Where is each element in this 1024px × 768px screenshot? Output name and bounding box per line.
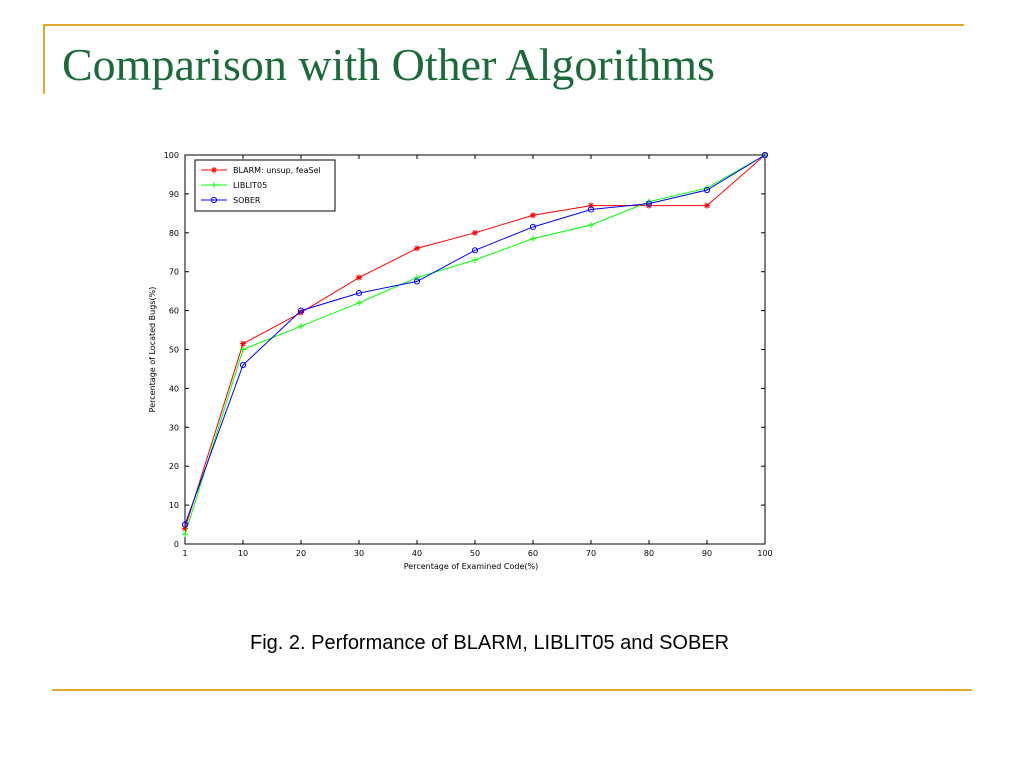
- legend-sober-label: SOBER: [233, 196, 261, 205]
- series-blarm-point: [530, 212, 536, 219]
- series-blarm-point: [240, 340, 246, 347]
- series-blarm-point: [588, 202, 594, 209]
- x-tick-label: 20: [296, 549, 306, 558]
- series-sober-point: [587, 206, 595, 213]
- series-sober-point: [355, 289, 363, 297]
- chart-container: 0 10 20 30 40 50 60 70 80 90 100 1 10 20 30 40 50 60 70 80 9…: [140, 145, 790, 580]
- series-liblit05-point: [298, 323, 304, 330]
- x-tick-label: 40: [412, 549, 422, 558]
- series-sober-point: [529, 223, 537, 231]
- y-tick-label: 20: [169, 462, 179, 471]
- series-blarm-point: [182, 525, 188, 532]
- series-blarm-point: [704, 202, 710, 209]
- x-tick-label: 30: [354, 549, 364, 558]
- x-axis-label: Percentage of Examined Code(%): [404, 562, 538, 571]
- y-tick-label: 0: [174, 540, 179, 549]
- slide-title: Comparison with Other Algorithms: [62, 39, 715, 90]
- series-sober-point: [645, 200, 653, 207]
- x-tick-label: 90: [702, 549, 712, 558]
- legend-blarm-label: BLARM: unsup, feaSel: [233, 166, 321, 175]
- legend-sober-point: [210, 196, 218, 204]
- y-axis-label: Percentage of Located Bugs(%): [148, 287, 157, 413]
- series-blarm-point: [356, 274, 362, 281]
- legend-liblit05-point: [211, 182, 217, 188]
- series-liblit05-point: [414, 274, 420, 281]
- x-tick-label: 80: [644, 549, 654, 558]
- plot-area: [184, 154, 766, 545]
- top-accent-line: [43, 24, 964, 26]
- series-liblit05-point: [356, 299, 362, 306]
- series-sober-point: [471, 247, 479, 254]
- series-liblit05-point: [530, 235, 536, 242]
- x-tick-label: 10: [238, 549, 248, 558]
- series-liblit05-point: [182, 531, 188, 538]
- series-sober-line: [184, 154, 766, 525]
- series-sober-point: [239, 361, 247, 369]
- series-liblit05-point: [588, 222, 594, 229]
- series-liblit05-point: [240, 346, 246, 353]
- legend-liblit05-label: LIBLIT05: [233, 181, 267, 190]
- series-sober-point: [297, 307, 305, 314]
- figure-caption: Fig. 2. Performance of BLARM, LIBLIT05 a…: [250, 632, 730, 654]
- y-tick-label: 30: [169, 423, 179, 432]
- series-blarm-point: [646, 202, 652, 209]
- series-blarm-point: [472, 229, 478, 236]
- series-liblit05-point: [472, 257, 478, 264]
- x-tick-label: 60: [528, 549, 538, 558]
- series-sober-point: [413, 278, 421, 285]
- y-tick-label: 100: [164, 151, 179, 160]
- y-tick-label: 40: [169, 384, 179, 393]
- series-sober-point: [703, 186, 711, 194]
- x-tick-label: 1: [182, 549, 187, 558]
- x-tick-label: 100: [757, 549, 772, 558]
- legend-blarm-point: [211, 167, 217, 173]
- y-tick-label: 90: [169, 190, 179, 199]
- left-accent-line: [43, 24, 45, 94]
- y-tick-label: 10: [169, 501, 179, 510]
- y-tick-label: 70: [169, 268, 179, 277]
- bottom-accent-line: [52, 689, 972, 691]
- y-tick-label: 80: [169, 229, 179, 238]
- series-sober-point: [761, 151, 769, 159]
- x-tick-label: 50: [470, 549, 480, 558]
- x-tick-label: 70: [586, 549, 596, 558]
- series-blarm-point: [298, 309, 304, 316]
- series-blarm-point: [414, 245, 420, 252]
- series-sober-point: [181, 521, 189, 528]
- y-tick-label: 50: [169, 346, 179, 355]
- y-tick-label: 60: [169, 307, 179, 316]
